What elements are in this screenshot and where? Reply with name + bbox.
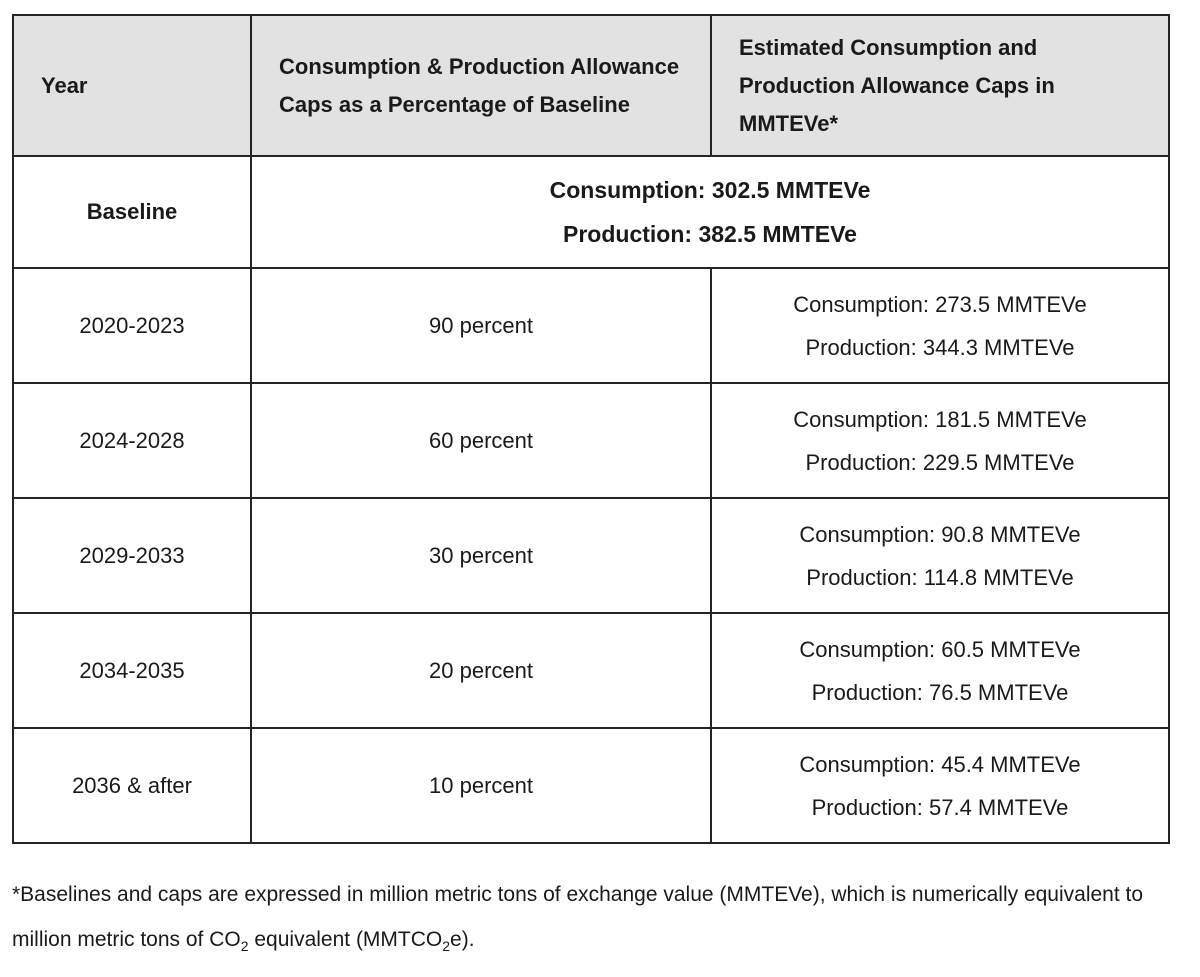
footnote: *Baselines and caps are expressed in mil… bbox=[12, 872, 1177, 962]
consumption-value: Consumption: 181.5 MMTEVe bbox=[793, 406, 1087, 432]
header-row: Year Consumption & Production Allowance … bbox=[12, 14, 1170, 157]
baseline-row: Baseline Consumption: 302.5 MMTEVe Produ… bbox=[12, 155, 1170, 269]
production-value: Production: 57.4 MMTEVe bbox=[811, 794, 1069, 820]
consumption-value: Consumption: 90.8 MMTEVe bbox=[799, 521, 1081, 547]
year-cell: 2020-2023 bbox=[12, 267, 252, 384]
table-row: 2034-2035 20 percent Consumption: 60.5 M… bbox=[12, 612, 1170, 729]
percent-cell: 60 percent bbox=[250, 382, 712, 499]
caps-cell: Consumption: 90.8 MMTEVe Production: 114… bbox=[710, 497, 1170, 614]
consumption-value: Consumption: 45.4 MMTEVe bbox=[799, 751, 1081, 777]
consumption-value: Consumption: 60.5 MMTEVe bbox=[799, 636, 1081, 662]
caps-cell: Consumption: 181.5 MMTEVe Production: 22… bbox=[710, 382, 1170, 499]
footnote-line1: *Baselines and caps are expressed in mil… bbox=[12, 883, 1144, 906]
column-header-year: Year bbox=[12, 14, 252, 157]
year-cell: 2034-2035 bbox=[12, 612, 252, 729]
baseline-consumption: Consumption: 302.5 MMTEVe bbox=[549, 177, 871, 203]
footnote-line2-part1: million metric tons of CO bbox=[12, 928, 241, 951]
year-cell: 2036 & after bbox=[12, 727, 252, 844]
table-row: 2036 & after 10 percent Consumption: 45.… bbox=[12, 727, 1170, 844]
baseline-production: Production: 382.5 MMTEVe bbox=[563, 221, 857, 247]
production-value: Production: 229.5 MMTEVe bbox=[805, 449, 1075, 475]
table-row: 2029-2033 30 percent Consumption: 90.8 M… bbox=[12, 497, 1170, 614]
year-cell: 2029-2033 bbox=[12, 497, 252, 614]
percent-cell: 30 percent bbox=[250, 497, 712, 614]
column-header-estimated-caps: Estimated Consumption and Production All… bbox=[710, 14, 1170, 157]
allowance-caps-table-container: Year Consumption & Production Allowance … bbox=[12, 14, 1170, 844]
production-value: Production: 76.5 MMTEVe bbox=[811, 679, 1069, 705]
production-value: Production: 344.3 MMTEVe bbox=[805, 334, 1075, 360]
caps-cell: Consumption: 273.5 MMTEVe Production: 34… bbox=[710, 267, 1170, 384]
percent-cell: 10 percent bbox=[250, 727, 712, 844]
mmtco2e-subscript: 2 bbox=[442, 938, 451, 954]
allowance-caps-table: Year Consumption & Production Allowance … bbox=[12, 14, 1170, 844]
baseline-values-cell: Consumption: 302.5 MMTEVe Production: 38… bbox=[250, 155, 1170, 269]
production-value: Production: 114.8 MMTEVe bbox=[806, 564, 1074, 590]
column-header-percent-of-baseline: Consumption & Production Allowance Caps … bbox=[250, 14, 712, 157]
year-cell: 2024-2028 bbox=[12, 382, 252, 499]
table-row: 2024-2028 60 percent Consumption: 181.5 … bbox=[12, 382, 1170, 499]
table-row: 2020-2023 90 percent Consumption: 273.5 … bbox=[12, 267, 1170, 384]
caps-cell: Consumption: 60.5 MMTEVe Production: 76.… bbox=[710, 612, 1170, 729]
footnote-line2-part3: e). bbox=[450, 928, 475, 951]
baseline-label: Baseline bbox=[12, 155, 252, 269]
caps-cell: Consumption: 45.4 MMTEVe Production: 57.… bbox=[710, 727, 1170, 844]
co2-subscript: 2 bbox=[240, 938, 249, 954]
consumption-value: Consumption: 273.5 MMTEVe bbox=[793, 291, 1087, 317]
percent-cell: 20 percent bbox=[250, 612, 712, 729]
percent-cell: 90 percent bbox=[250, 267, 712, 384]
footnote-line2-part2: equivalent (MMTCO bbox=[248, 928, 443, 951]
